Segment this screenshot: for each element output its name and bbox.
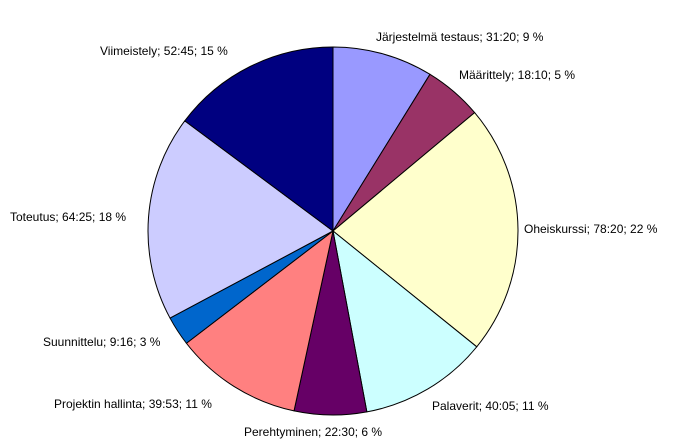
pie-slice bbox=[332, 112, 519, 348]
slice-label: Toteutus; 64:25; 18 % bbox=[10, 210, 126, 224]
slice-label: Oheiskurssi; 78:20; 22 % bbox=[524, 222, 658, 236]
slice-label: Perehtyminen; 22:30; 6 % bbox=[244, 425, 382, 439]
pie-slice bbox=[332, 46, 431, 232]
slice-label: Viimeistely; 52:45; 15 % bbox=[100, 44, 228, 58]
pie-slice bbox=[184, 46, 334, 232]
slice-label: Järjestelmä testaus; 31:20; 9 % bbox=[376, 30, 544, 44]
slice-label: Määrittely; 18:10; 5 % bbox=[459, 68, 575, 82]
slice-label: Palaverit; 40:05; 11 % bbox=[432, 399, 549, 413]
slice-label: Projektin hallinta; 39:53; 11 % bbox=[54, 397, 212, 411]
pie-slice bbox=[147, 120, 334, 319]
pie-slice bbox=[332, 230, 478, 413]
slice-labels: Järjestelmä testaus; 31:20; 9 % Määritte… bbox=[10, 30, 658, 439]
slice-label: Suunnittelu; 9:16; 3 % bbox=[43, 335, 161, 349]
pie-slices bbox=[147, 46, 519, 416]
pie-slice bbox=[185, 230, 334, 412]
